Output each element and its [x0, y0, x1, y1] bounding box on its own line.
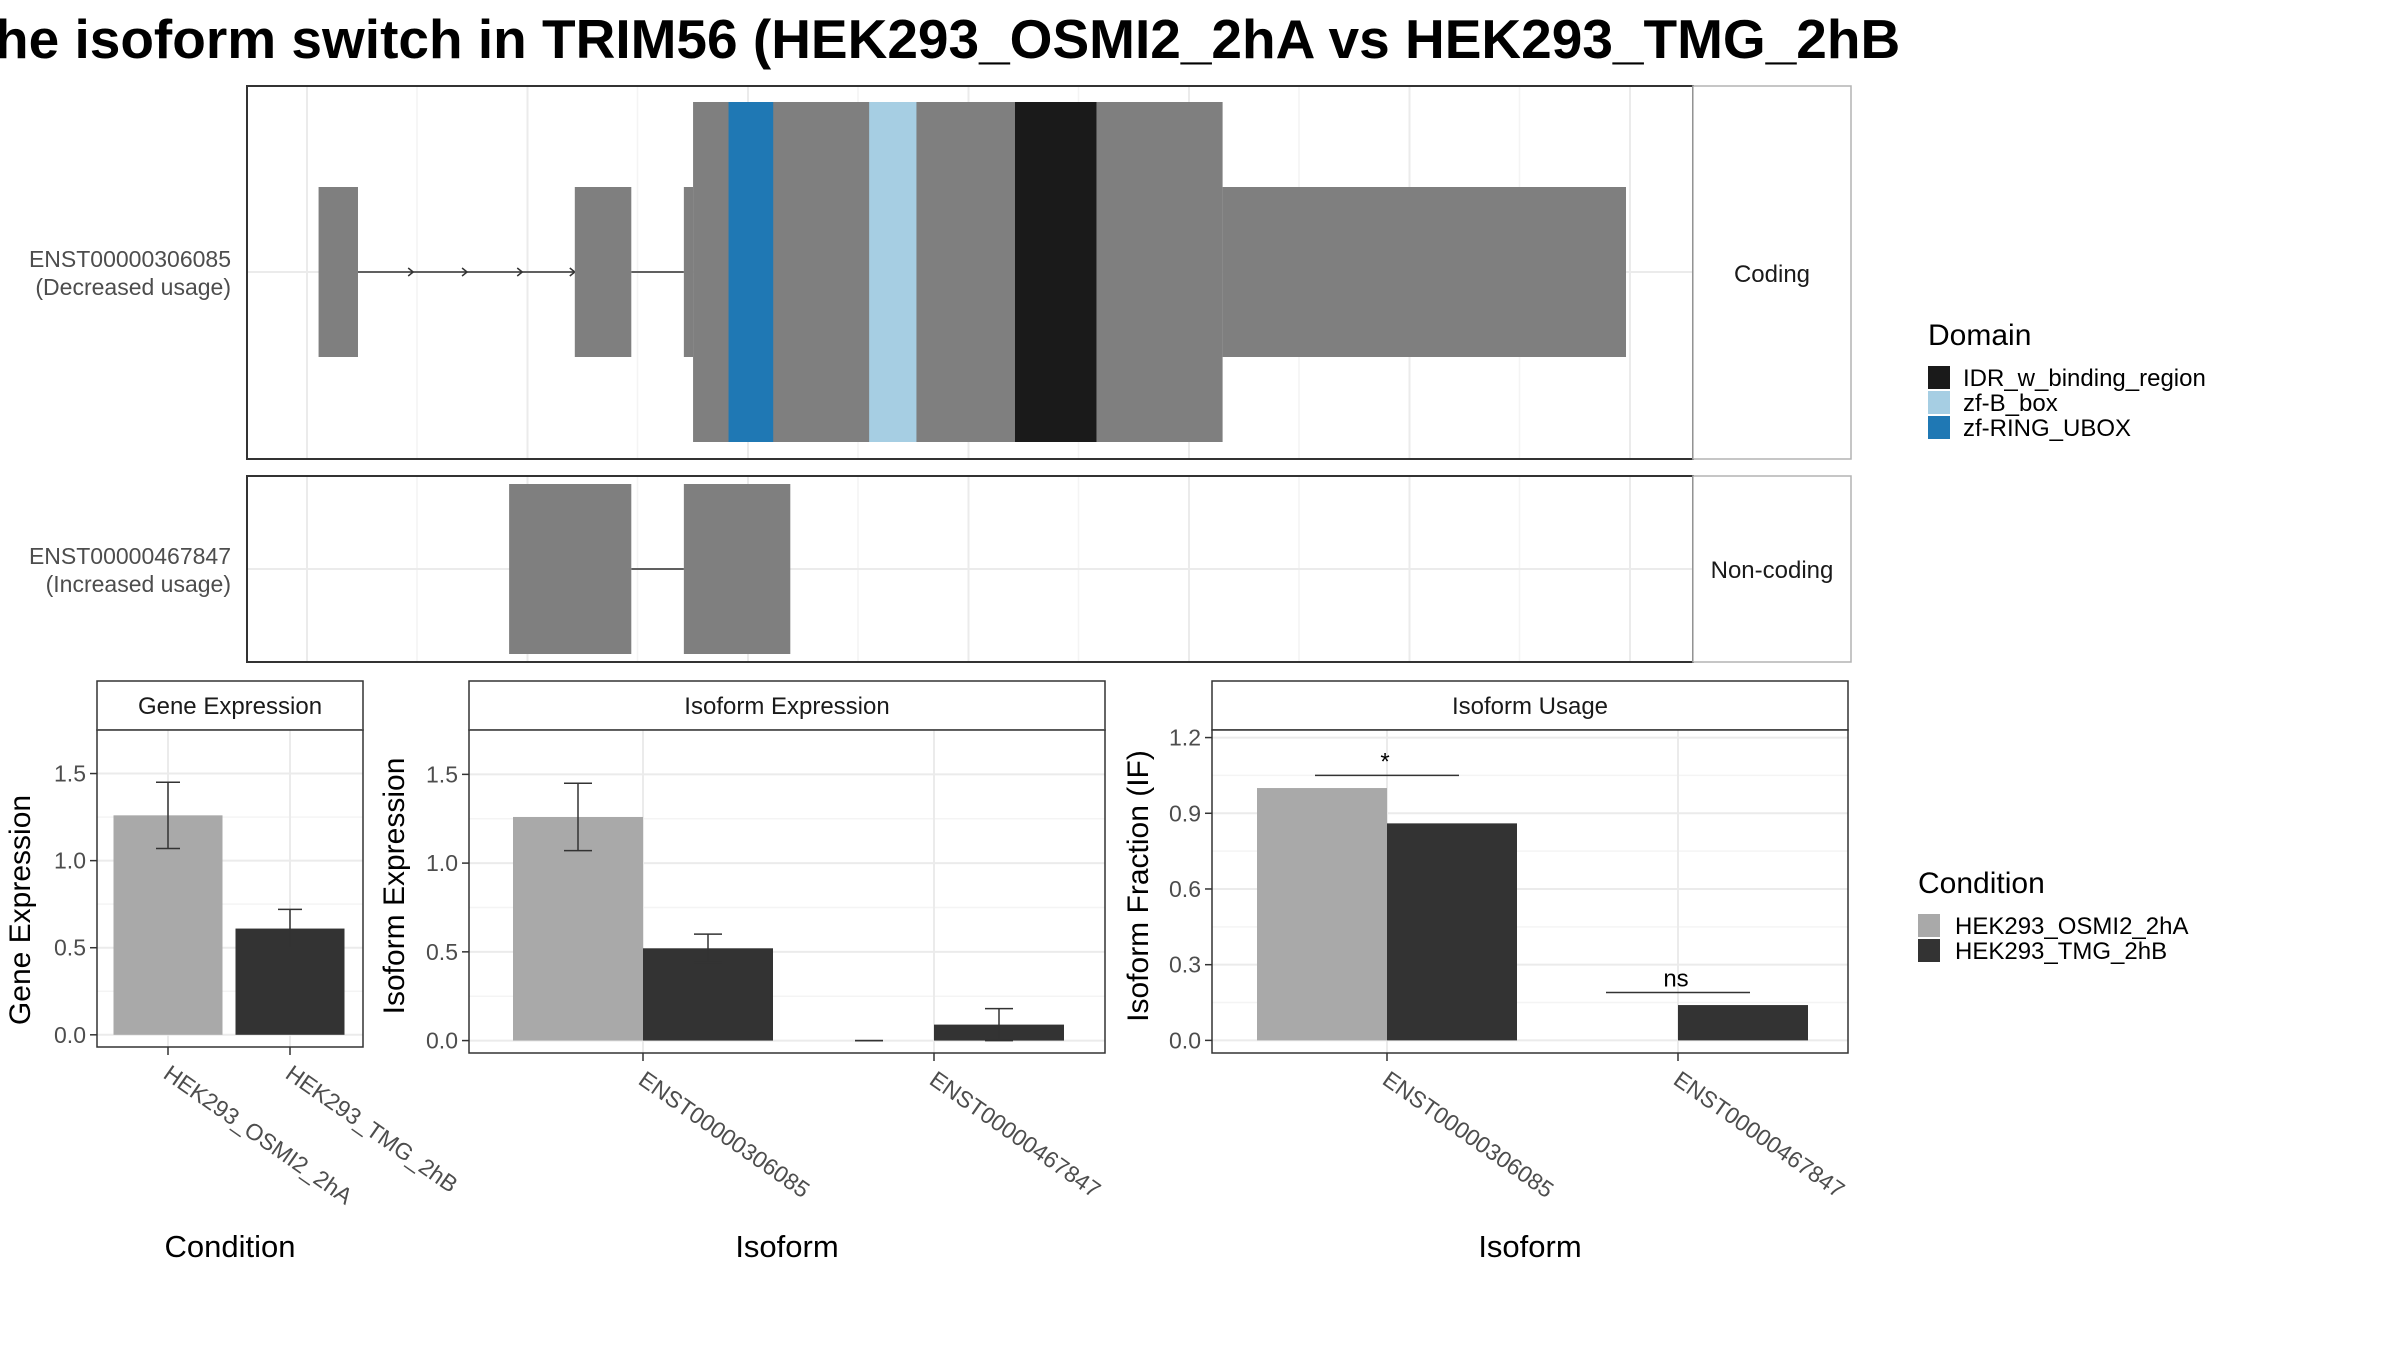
facet-strip-coding-box: [1692, 85, 1852, 460]
exon-block: [318, 187, 358, 357]
exon-block: [509, 484, 632, 654]
facet-strip-noncoding: Non-coding: [1711, 557, 1834, 584]
significance-label: ns: [1663, 965, 1688, 992]
domain-legend-label: zf-B_box: [1963, 390, 2058, 417]
facet-strip-noncoding-box: [1692, 475, 1852, 663]
y-tick-label: 1.0: [426, 850, 458, 876]
plot-border: [96, 729, 364, 1048]
domain-legend-label: IDR_w_binding_region: [1963, 365, 2206, 392]
gene-structure-panel: Coding Non-coding ENST00000306085 (Decre…: [29, 85, 1852, 663]
x-tick-label: ENST00000467847: [925, 1066, 1105, 1203]
plot-border: [468, 729, 1106, 1054]
bar: [643, 948, 773, 1041]
y-tick-label: 1.2: [1169, 725, 1201, 751]
exon-block: [574, 187, 632, 357]
condition-legend-label: HEK293_OSMI2_2hA: [1955, 913, 2188, 940]
figure-title: he isoform switch in TRIM56 (HEK293_OSMI…: [0, 8, 1900, 70]
domain-legend: Domain IDR_w_binding_regionzf-B_boxzf-RI…: [1928, 319, 2206, 442]
y-tick-label: 0.0: [54, 1022, 86, 1048]
domain-legend-title: Domain: [1928, 319, 2031, 352]
exon-block: [683, 187, 694, 357]
exon-block: [1222, 187, 1626, 357]
isoform-usage-xlabel: Isoform: [1478, 1229, 1581, 1264]
gene-expression-strip: Gene Expression: [138, 693, 322, 720]
domain-zf-b-box: [869, 102, 917, 442]
y-tick-label: 0.0: [426, 1028, 458, 1054]
isoform-expression-panel: Isoform Expression Isoform Isoform Expre…: [378, 680, 1106, 1264]
bar: [1257, 788, 1387, 1041]
bar: [113, 815, 223, 1035]
bar: [1387, 823, 1517, 1041]
bar: [1678, 1005, 1808, 1041]
isoform-expression-ylabel: Isoform Expression: [378, 758, 411, 1015]
y-tick-label: 0.9: [1169, 800, 1201, 826]
condition-legend-key: [1918, 914, 1940, 937]
transcript-1-usage: (Decreased usage): [35, 274, 231, 300]
bar: [513, 816, 643, 1041]
isoform-usage-strip-box: [1211, 680, 1849, 731]
plot-border: [1211, 729, 1849, 1054]
isoform-usage-ylabel: Isoform Fraction (IF): [1122, 750, 1155, 1022]
gene-expression-ylabel: Gene Expression: [4, 795, 37, 1025]
domain-idr-w-binding-region: [1014, 102, 1097, 442]
structure-marks: [318, 102, 1626, 654]
isoform-usage-panel: Isoform Usage Isoform Isoform Fraction (…: [1122, 680, 1850, 1264]
condition-legend-key: [1918, 939, 1940, 962]
domain-legend-key: [1928, 391, 1950, 414]
isoform-expression-strip: Isoform Expression: [684, 693, 889, 720]
isoform-usage-strip: Isoform Usage: [1452, 693, 1608, 720]
domain-legend-key: [1928, 366, 1950, 389]
significance-label: *: [1380, 748, 1389, 775]
x-tick-label: ENST00000306085: [1378, 1066, 1558, 1203]
intron-direction-arrow: [407, 267, 415, 277]
domain-zf-ring-ubox: [728, 102, 774, 442]
transcript-2-id: ENST00000467847: [29, 543, 231, 569]
isoform-expression-strip-box: [468, 680, 1106, 731]
gene-expression-strip-box: [96, 680, 364, 731]
transcript-1-id: ENST00000306085: [29, 246, 231, 272]
exon-block: [683, 484, 791, 654]
transcript-2-usage: (Increased usage): [46, 571, 231, 597]
facet-strip-coding: Coding: [1734, 261, 1810, 288]
y-tick-label: 0.5: [426, 939, 458, 965]
condition-legend-label: HEK293_TMG_2hB: [1955, 938, 2167, 965]
condition-legend-title: Condition: [1918, 867, 2045, 900]
domain-legend-key: [1928, 416, 1950, 439]
y-tick-label: 1.5: [426, 761, 458, 787]
x-tick-label: ENST00000467847: [1669, 1066, 1849, 1203]
exon-block: [693, 102, 1223, 442]
intron-direction-arrow: [516, 267, 524, 277]
y-tick-label: 0.0: [1169, 1027, 1201, 1053]
y-tick-label: 0.5: [54, 935, 86, 961]
isoform-expression-xlabel: Isoform: [735, 1229, 838, 1264]
y-tick-label: 1.0: [54, 848, 86, 874]
y-tick-label: 0.6: [1169, 876, 1201, 902]
x-tick-label: ENST00000306085: [634, 1066, 814, 1203]
intron-direction-arrow: [461, 267, 469, 277]
y-tick-label: 1.5: [54, 761, 86, 787]
gene-expression-xlabel: Condition: [165, 1229, 296, 1264]
y-tick-label: 0.3: [1169, 952, 1201, 978]
domain-legend-label: zf-RING_UBOX: [1963, 415, 2131, 442]
